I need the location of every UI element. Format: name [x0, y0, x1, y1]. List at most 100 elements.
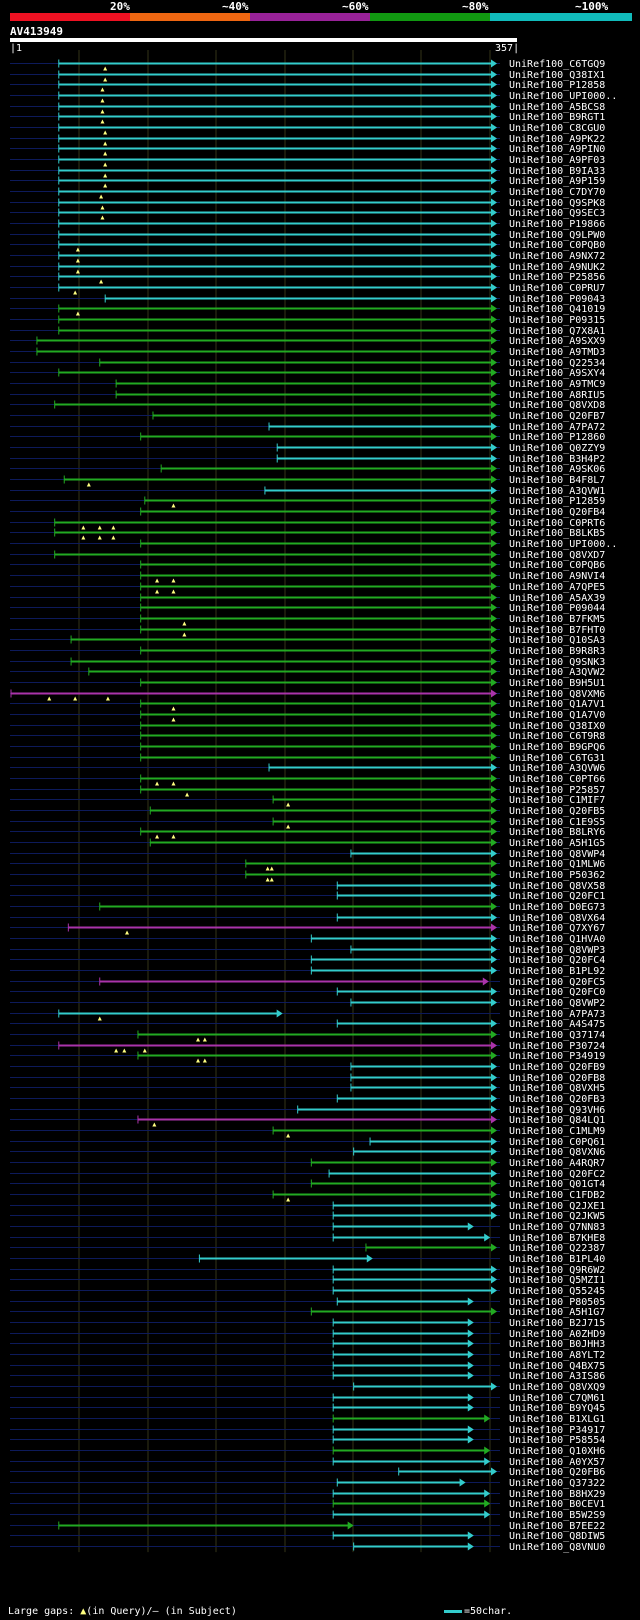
hit-arrow: [491, 678, 497, 687]
hit-label: UniRef100_Q93VH6: [509, 1105, 605, 1116]
hit-label: UniRef100_Q22387: [509, 1243, 605, 1254]
hit-row: UniRef100_Q2JKW5: [10, 1211, 605, 1222]
hit-row: UniRef100_A0ZHD9: [10, 1329, 605, 1340]
hit-row: UniRef100_Q84LQ1: [10, 1115, 605, 1127]
hit-row: UniRef100_Q10SA3: [10, 635, 605, 646]
hit-arrow: [491, 464, 497, 473]
hit-arrow: [467, 1339, 474, 1348]
query-gap-marker: [97, 525, 102, 530]
hit-label: UniRef100_B9H5U1: [509, 678, 605, 689]
hit-arrow: [484, 1414, 491, 1423]
hit-label: UniRef100_A3IS86: [509, 1371, 605, 1382]
hit-arrow: [491, 742, 497, 751]
query-gap-marker: [155, 834, 160, 839]
hit-arrow: [484, 1499, 491, 1508]
hit-arrow: [484, 1233, 491, 1242]
hit-label: UniRef100_B8HX29: [509, 1489, 605, 1500]
hit-label: UniRef100_Q1A7V0: [509, 710, 605, 721]
hit-label: UniRef100_Q10XH6: [509, 1446, 605, 1457]
hit-arrow: [491, 1243, 497, 1252]
hit-label: UniRef100_P09044: [509, 603, 605, 614]
hit-label: UniRef100_A4S475: [509, 1019, 605, 1030]
query-gap-marker: [202, 1037, 207, 1042]
hit-row: UniRef100_C8CGU0: [10, 123, 605, 135]
hit-row: UniRef100_A9TMD3: [10, 347, 605, 358]
query-gap-marker: [185, 792, 190, 797]
hit-arrow: [491, 155, 497, 164]
query-gap-marker: [99, 194, 104, 199]
query-gap-text: (in Query)/: [86, 1606, 153, 1617]
hit-arrow: [491, 998, 497, 1007]
hit-label: UniRef100_C8CGU0: [509, 123, 605, 134]
query-gap-marker: [114, 1048, 119, 1053]
hit-row: UniRef100_A9NVI4: [10, 571, 605, 583]
query-gap-marker: [103, 130, 108, 135]
hit-label: UniRef100_A0ZHD9: [509, 1329, 605, 1340]
hit-row: UniRef100_A9SXY4: [10, 368, 605, 379]
hit-label: UniRef100_P19866: [509, 219, 605, 230]
hit-arrow: [491, 827, 497, 836]
hit-row: UniRef100_P34919: [10, 1051, 605, 1063]
hit-label: UniRef100_A4RQR7: [509, 1158, 605, 1169]
query-gap-marker: [286, 802, 291, 807]
hit-label: UniRef100_Q20FB7: [509, 411, 605, 422]
hit-arrow: [491, 91, 497, 100]
hit-row: UniRef100_Q20FC0: [10, 987, 605, 998]
hit-arrow: [491, 987, 497, 996]
hit-arrow: [491, 966, 497, 975]
hit-row: UniRef100_C6T9R8: [10, 731, 605, 742]
hit-row: UniRef100_A5AX39: [10, 593, 605, 604]
hit-row: UniRef100_A3IS86: [10, 1371, 605, 1382]
hit-row: UniRef100_A7PA72: [10, 422, 605, 433]
hit-label: UniRef100_Q8VX64: [509, 913, 605, 924]
hit-label: UniRef100_Q8VX58: [509, 881, 605, 892]
hit-row: UniRef100_C7DY70: [10, 187, 605, 199]
hit-arrow: [491, 870, 497, 879]
hit-label: UniRef100_A9TMC9: [509, 379, 605, 390]
hit-row: UniRef100_P09044: [10, 603, 605, 614]
hit-row: UniRef100_Q8VXQ9: [10, 1382, 605, 1393]
hit-arrow: [491, 336, 497, 345]
hit-row: UniRef100_P25856: [10, 272, 605, 284]
hit-row: UniRef100_C0PQB6: [10, 560, 605, 571]
hit-label: UniRef100_Q8VNU0: [509, 1542, 605, 1553]
hit-row: UniRef100_Q55245: [10, 1286, 605, 1297]
hit-row: UniRef100_A9SXX9: [10, 336, 605, 347]
hit-label: UniRef100_C0PQB6: [509, 560, 605, 571]
query-gap-marker: [171, 578, 176, 583]
query-gap-marker: [47, 696, 52, 701]
hit-row: UniRef100_Q20FC1: [10, 891, 605, 902]
hit-label: UniRef100_A7PA73: [509, 1009, 605, 1020]
query-gap-marker: [75, 258, 80, 263]
hit-row: UniRef100_Q8VXM6: [10, 689, 605, 701]
hit-arrow: [491, 817, 497, 826]
query-gap-marker: [269, 877, 274, 882]
hit-row: UniRef100_A7QPE5: [10, 582, 605, 594]
hit-label: UniRef100_Q8VXD8: [509, 400, 605, 411]
hit-row: UniRef100_P09043: [10, 294, 605, 305]
hit-row: UniRef100_C6TGQ9: [10, 59, 605, 71]
hit-label: UniRef100_Q8VWP3: [509, 945, 605, 956]
hit-label: UniRef100_C0PRT6: [509, 518, 605, 529]
hit-row: UniRef100_Q20FB6: [10, 1467, 605, 1478]
hit-label: UniRef100_A3QVW1: [509, 486, 605, 497]
hit-arrow: [491, 262, 497, 271]
query-gap-marker: [103, 77, 108, 82]
hit-row: UniRef100_B7KHE8: [10, 1233, 605, 1244]
hit-label: UniRef100_C1FDB2: [509, 1190, 605, 1201]
hit-row: UniRef100_B9GPQ6: [10, 742, 605, 753]
hit-label: UniRef100_A5AX39: [509, 593, 605, 604]
query-gap-marker: [196, 1037, 201, 1042]
hit-arrow: [491, 1169, 497, 1178]
hit-arrow: [491, 1041, 497, 1050]
hit-row: UniRef100_Q9SPK8: [10, 198, 605, 210]
hit-label: UniRef100_A8RIU5: [509, 390, 605, 401]
scale-label-20: 20%: [110, 0, 130, 13]
scale-legend-text: =50char.: [464, 1606, 513, 1617]
hit-label: UniRef100_A9NX72: [509, 251, 605, 262]
hit-label: UniRef100_C1MLM9: [509, 1126, 605, 1137]
scale-label-60: ~60%: [342, 0, 369, 13]
hit-label: UniRef100_P25857: [509, 785, 605, 796]
hit-row: UniRef100_Q8VX58: [10, 881, 605, 892]
hit-label: UniRef100_Q1A7V1: [509, 699, 605, 710]
